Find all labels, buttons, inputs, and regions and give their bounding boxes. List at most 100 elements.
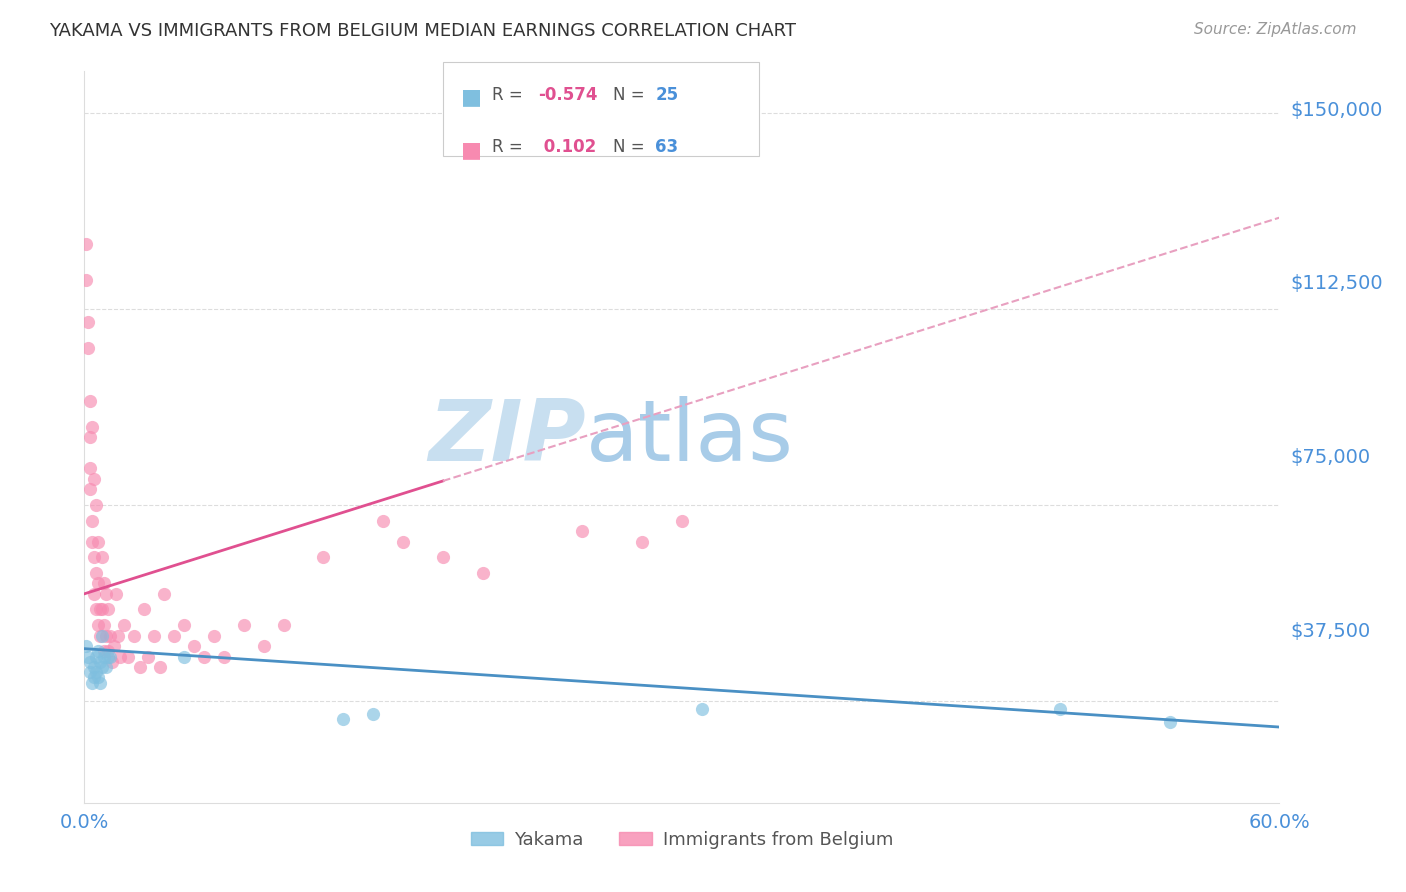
Point xyxy=(153,587,176,601)
Point xyxy=(97,602,120,616)
Point xyxy=(96,587,118,601)
Text: ■: ■ xyxy=(461,87,482,107)
Point xyxy=(1049,702,1071,716)
Point xyxy=(373,514,395,528)
Point xyxy=(83,587,105,601)
Point xyxy=(143,629,166,643)
Point xyxy=(83,550,105,565)
Point xyxy=(332,712,354,726)
Point xyxy=(86,566,108,580)
Point xyxy=(79,655,101,669)
Point xyxy=(86,649,108,664)
Point xyxy=(212,649,235,664)
Point xyxy=(361,706,384,721)
Point xyxy=(273,618,295,632)
Point xyxy=(129,660,152,674)
Point xyxy=(79,483,101,497)
Point xyxy=(75,273,97,287)
Point xyxy=(193,649,215,664)
Point xyxy=(86,602,108,616)
Point xyxy=(87,670,110,684)
Point xyxy=(471,566,494,580)
Point xyxy=(91,629,114,643)
Point xyxy=(253,639,276,653)
Text: 25: 25 xyxy=(655,86,678,103)
Point xyxy=(173,618,195,632)
Text: R =: R = xyxy=(492,86,529,103)
Point xyxy=(87,618,110,632)
Point xyxy=(83,670,105,684)
Point xyxy=(91,660,114,674)
Text: N =: N = xyxy=(613,138,650,156)
Point xyxy=(87,534,110,549)
Point xyxy=(89,602,111,616)
Text: N =: N = xyxy=(613,86,650,103)
Point xyxy=(91,602,114,616)
Text: atlas: atlas xyxy=(586,395,794,479)
Point xyxy=(571,524,593,538)
Point xyxy=(79,430,101,444)
Point xyxy=(671,514,693,528)
Point xyxy=(82,675,104,690)
Point xyxy=(110,649,132,664)
Point xyxy=(75,236,97,251)
Point xyxy=(83,660,105,674)
Point xyxy=(96,660,118,674)
Point xyxy=(163,629,186,643)
Point xyxy=(122,629,145,643)
Text: 63: 63 xyxy=(655,138,678,156)
Point xyxy=(77,341,100,355)
Point xyxy=(112,618,135,632)
Text: R =: R = xyxy=(492,138,529,156)
Point xyxy=(91,550,114,565)
Point xyxy=(82,419,104,434)
Point xyxy=(392,534,415,549)
Point xyxy=(173,649,195,664)
Point xyxy=(631,534,654,549)
Point xyxy=(82,534,104,549)
Point xyxy=(89,629,111,643)
Point xyxy=(79,461,101,475)
Text: ■: ■ xyxy=(461,140,482,160)
Point xyxy=(79,665,101,680)
Point xyxy=(89,655,111,669)
Point xyxy=(117,649,139,664)
Point xyxy=(105,587,128,601)
Point xyxy=(183,639,205,653)
Point xyxy=(232,618,254,632)
Point xyxy=(83,472,105,486)
Point xyxy=(89,675,111,690)
Point xyxy=(202,629,225,643)
Point xyxy=(86,498,108,512)
Point xyxy=(93,649,115,664)
Point xyxy=(93,618,115,632)
Point xyxy=(1159,714,1181,729)
Point xyxy=(87,576,110,591)
Point xyxy=(79,393,101,408)
Point xyxy=(75,639,97,653)
Point xyxy=(107,629,129,643)
Point xyxy=(312,550,335,565)
Point xyxy=(149,660,172,674)
Point xyxy=(98,629,121,643)
Point xyxy=(103,639,125,653)
Point xyxy=(101,655,124,669)
Point xyxy=(136,649,159,664)
Text: ZIP: ZIP xyxy=(429,395,586,479)
Text: YAKAMA VS IMMIGRANTS FROM BELGIUM MEDIAN EARNINGS CORRELATION CHART: YAKAMA VS IMMIGRANTS FROM BELGIUM MEDIAN… xyxy=(49,22,796,40)
Point xyxy=(132,602,156,616)
Point xyxy=(690,702,713,716)
Text: -0.574: -0.574 xyxy=(538,86,598,103)
Point xyxy=(96,629,118,643)
Text: 0.102: 0.102 xyxy=(538,138,596,156)
Point xyxy=(98,649,121,664)
Point xyxy=(97,649,120,664)
Point xyxy=(432,550,454,565)
Point xyxy=(93,644,115,658)
Point xyxy=(82,514,104,528)
Point xyxy=(93,576,115,591)
Point xyxy=(86,665,108,680)
Point xyxy=(87,644,110,658)
Point xyxy=(97,644,120,658)
Point xyxy=(77,315,100,329)
